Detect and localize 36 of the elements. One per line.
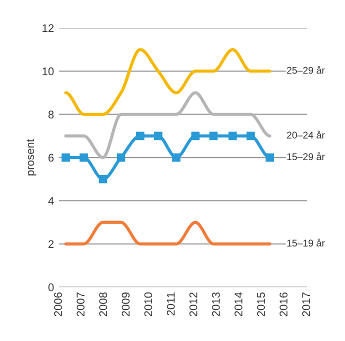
y-tick-label: 8 xyxy=(48,110,54,118)
series-label: 25–29 år xyxy=(287,66,325,74)
series-label: 15–29 år xyxy=(287,152,325,160)
y-tick-label: 10 xyxy=(42,67,54,76)
x-tick-label: 2008 xyxy=(99,292,108,316)
point xyxy=(80,153,88,162)
y-tick-label: 12 xyxy=(42,24,54,32)
y-tick-label: 6 xyxy=(48,154,54,162)
point xyxy=(209,132,218,140)
point xyxy=(98,174,108,184)
point xyxy=(136,132,144,140)
point xyxy=(116,153,126,162)
y-tick-label: 2 xyxy=(48,240,54,248)
y-tick-label: 4 xyxy=(48,197,54,205)
y-tick-label: 0 xyxy=(48,283,54,292)
x-tick-label: 2012 xyxy=(189,292,198,316)
x-tick-label: 2017 xyxy=(302,292,310,316)
x-tick-label: 2013 xyxy=(212,292,220,316)
x-tick-label: 2007 xyxy=(76,292,85,316)
point xyxy=(62,153,70,162)
x-tick-label: 2011 xyxy=(166,292,175,316)
x-tick-label: 2015 xyxy=(257,292,265,316)
x-tick-label: 2009 xyxy=(122,292,130,316)
point xyxy=(266,153,274,162)
point xyxy=(191,132,200,140)
point xyxy=(228,132,237,140)
y-axis-title: prosent xyxy=(26,139,36,176)
series-label: 20–24 år xyxy=(287,130,325,139)
point xyxy=(246,132,255,140)
series-label: 15–19 år xyxy=(287,238,325,247)
point xyxy=(154,132,162,140)
x-tick-label: 2014 xyxy=(234,292,242,316)
x-tick-label: 2016 xyxy=(280,292,288,316)
x-tick-label: 2006 xyxy=(54,292,62,316)
x-tick-label: 2010 xyxy=(144,292,152,316)
point xyxy=(172,153,180,162)
